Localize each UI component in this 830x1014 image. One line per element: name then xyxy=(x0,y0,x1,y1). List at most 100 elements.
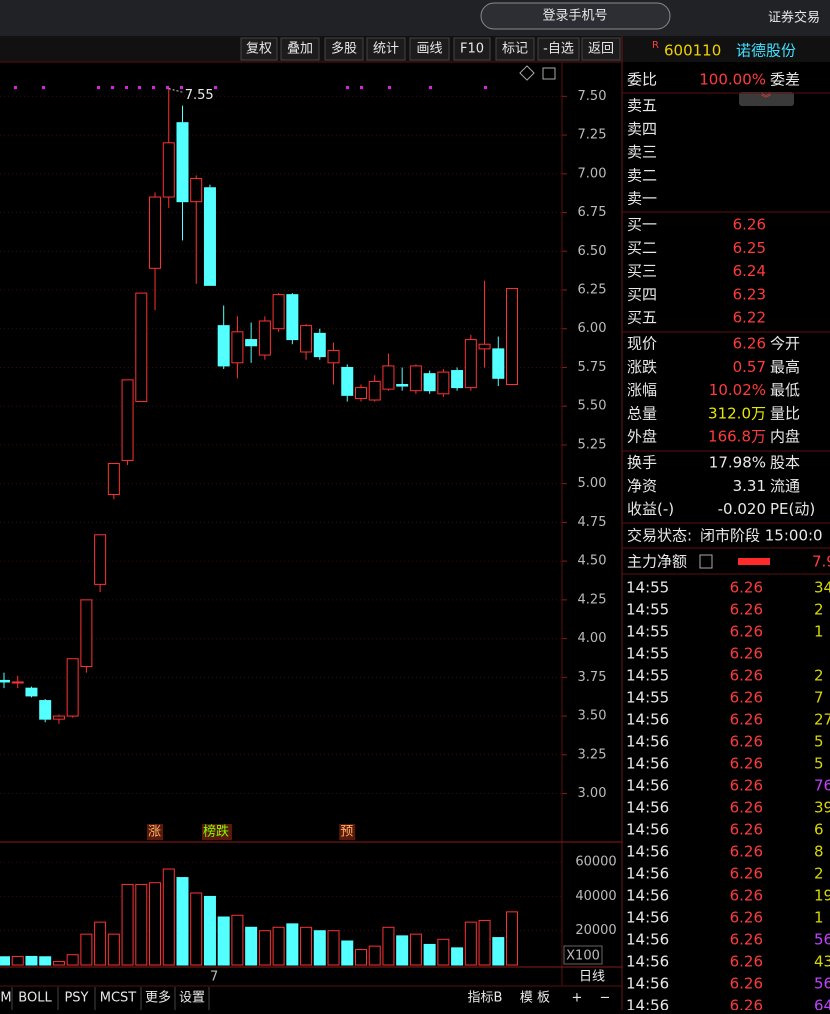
toolbar-label[interactable]: 标记 xyxy=(502,42,528,57)
volume-tick-label: 40000 xyxy=(575,889,616,904)
candle-body xyxy=(286,294,299,341)
tick-price: 6.26 xyxy=(730,601,763,619)
y-tick-label: 7.50 xyxy=(578,89,607,104)
icon[interactable] xyxy=(542,67,556,80)
toolbar-button[interactable] xyxy=(240,37,278,61)
icon[interactable] xyxy=(519,65,535,81)
collapse-icon[interactable]: ︾ xyxy=(761,93,771,105)
toolbar-label[interactable]: F10 xyxy=(460,42,484,57)
quote-label: 今开 xyxy=(770,335,800,353)
tick-time: 14:56 xyxy=(626,777,669,795)
candle-body xyxy=(341,366,354,396)
ratio-label: 委比 xyxy=(627,71,657,89)
volume-bar xyxy=(135,883,148,966)
toolbar-label[interactable]: 叠加 xyxy=(287,42,313,57)
y-tick-label: 4.75 xyxy=(578,515,607,530)
tick-price: 6.26 xyxy=(730,799,763,817)
badge: 涨 xyxy=(148,825,161,840)
volume-bar xyxy=(176,877,189,966)
tab[interactable]: PSY xyxy=(64,991,88,1006)
quote-value: 166.8万 xyxy=(708,428,766,446)
signal-dot xyxy=(429,86,432,89)
tick-price: 6.26 xyxy=(730,997,763,1011)
signal-dot xyxy=(360,86,363,89)
tab[interactable]: BOLL xyxy=(18,991,52,1006)
login-button[interactable] xyxy=(480,2,671,30)
signal-dot xyxy=(42,86,45,89)
sell-label: 卖三 xyxy=(627,143,657,161)
quote-label: 收益(-) xyxy=(627,500,674,518)
volume-bar xyxy=(52,961,65,966)
badge: 榜跌 xyxy=(203,824,229,840)
candle-body xyxy=(506,287,519,386)
toolbar-label[interactable]: 多股 xyxy=(331,41,357,57)
volume-bar xyxy=(341,940,354,966)
y-tick-label: 4.25 xyxy=(578,592,607,607)
toolbar-button[interactable] xyxy=(453,37,491,61)
toolbar-button[interactable] xyxy=(280,37,320,61)
tick-volume: 6 xyxy=(814,821,824,839)
collapse-button[interactable] xyxy=(739,92,794,106)
buy-price: 6.22 xyxy=(733,309,766,327)
tick-time: 14:56 xyxy=(626,975,669,993)
flow-icon[interactable] xyxy=(699,554,713,569)
volume-bar xyxy=(80,933,93,966)
volume-unit: X100 xyxy=(566,949,600,964)
tick-volume: 56 xyxy=(814,931,830,949)
volume-bar xyxy=(368,945,381,966)
signal-dot xyxy=(484,86,487,89)
tab[interactable]: 模 板 xyxy=(520,991,550,1006)
flow-bar xyxy=(738,558,770,565)
candle-body xyxy=(478,343,491,350)
tab[interactable]: 指标B xyxy=(468,991,503,1006)
tick-volume: 19 xyxy=(814,887,830,905)
tick-price: 6.26 xyxy=(730,931,763,949)
volume-bar xyxy=(451,947,464,966)
volume-bar xyxy=(409,933,422,966)
candle-body xyxy=(492,348,505,379)
tab[interactable]: 更多 xyxy=(145,990,171,1006)
tick-time: 14:56 xyxy=(626,821,669,839)
tick-time: 14:56 xyxy=(626,865,669,883)
toolbar-button[interactable] xyxy=(495,37,535,61)
tick-price: 6.26 xyxy=(730,887,763,905)
toolbar-button[interactable] xyxy=(581,37,621,61)
y-tick-label: 3.75 xyxy=(578,670,607,685)
toolbar-button[interactable] xyxy=(409,37,450,61)
candle-body xyxy=(121,379,134,461)
candle-body xyxy=(382,365,395,390)
toolbar-button[interactable] xyxy=(366,37,406,61)
trade-link[interactable]: 证券交易 xyxy=(768,10,820,26)
toolbar-label[interactable]: 画线 xyxy=(416,42,442,57)
tab[interactable]: 设置 xyxy=(179,991,205,1006)
candle-body xyxy=(149,196,162,269)
toolbar-button[interactable] xyxy=(324,37,364,61)
candle-body xyxy=(217,325,230,367)
tick-volume: 64 xyxy=(814,997,830,1011)
volume-bar xyxy=(190,892,203,966)
toolbar-label[interactable]: 统计 xyxy=(373,42,399,57)
tab[interactable]: M xyxy=(0,991,11,1006)
toolbar-label[interactable]: 返回 xyxy=(588,42,614,57)
tick-price: 6.26 xyxy=(730,645,763,663)
tick-price: 6.26 xyxy=(730,953,763,971)
tick-time: 14:56 xyxy=(626,997,669,1011)
stock-flag: R xyxy=(652,40,659,51)
tab[interactable]: + xyxy=(572,991,583,1006)
tick-volume: 76 xyxy=(814,777,830,795)
volume-bar xyxy=(272,926,285,966)
candle-body xyxy=(231,331,244,364)
candle-body xyxy=(11,681,24,684)
period[interactable]: 日线 xyxy=(579,970,605,985)
toolbar-label[interactable]: -自选 xyxy=(543,42,574,57)
tab[interactable]: − xyxy=(600,991,611,1006)
toolbar-label[interactable]: 复权 xyxy=(246,41,272,57)
login-text[interactable]: 登录手机号 xyxy=(542,9,607,24)
tab[interactable]: MCST xyxy=(100,991,137,1006)
toolbar-button[interactable] xyxy=(537,37,580,61)
quote-value: 17.98% xyxy=(709,454,766,472)
quote-label: 总量 xyxy=(627,404,657,422)
quote-label: 流通 xyxy=(770,477,800,495)
candle-body xyxy=(451,370,464,389)
